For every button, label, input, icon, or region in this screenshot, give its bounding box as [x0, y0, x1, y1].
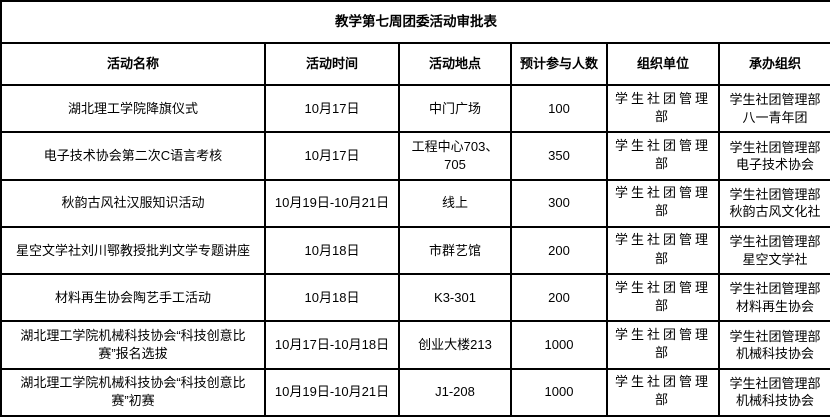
- cell-activity-name: 电子技术协会第二次C语言考核: [0, 131, 266, 181]
- host-line-2: 秋韵古风文化社: [729, 204, 821, 220]
- cell-activity-place: J1-208: [398, 367, 512, 417]
- cell-activity-name: 星空文学社刘川鄂教授批判文学专题讲座: [0, 225, 266, 276]
- cell-activity-name: 湖北理工学院机械科技协会“科技创意比赛”初赛: [0, 367, 266, 417]
- cell-activity-place: 创业大楼213: [398, 320, 512, 370]
- cell-host-org: 学生社团管理部 机械科技协会: [717, 320, 830, 370]
- cell-activity-place: 线上: [398, 178, 512, 228]
- host-line-2: 八一青年团: [742, 109, 808, 125]
- cell-organizing-unit: 学生社团管理部: [606, 320, 720, 370]
- cell-host-org: 学生社团管理部 八一青年团: [717, 84, 830, 134]
- cell-host-org: 学生社团管理部 秋韵古风文化社: [717, 178, 830, 228]
- cell-host-org: 学生社团管理部 机械科技协会: [717, 367, 830, 417]
- cell-activity-name: 材料再生协会陶艺手工活动: [0, 273, 266, 323]
- header-row: 活动名称 活动时间 活动地点 预计参与人数 组织单位 承办组织: [0, 42, 830, 87]
- cell-participant-count: 200: [510, 273, 608, 323]
- cell-activity-place: 中门广场: [398, 84, 512, 134]
- table-row: 电子技术协会第二次C语言考核 10月17日 工程中心703、705 350 学生…: [0, 131, 830, 181]
- cell-activity-time: 10月17日-10月18日: [264, 320, 400, 370]
- host-line-1: 学生社团管理部: [729, 281, 821, 297]
- cell-activity-place: K3-301: [398, 273, 512, 323]
- table-row: 材料再生协会陶艺手工活动 10月18日 K3-301 200 学生社团管理部 学…: [0, 273, 830, 323]
- cell-host-org: 学生社团管理部 星空文学社: [717, 225, 830, 276]
- host-line-1: 学生社团管理部: [729, 328, 821, 344]
- header-participant-count: 预计参与人数: [510, 42, 608, 87]
- page-title: 教学第七周团委活动审批表: [0, 0, 830, 45]
- header-activity-place: 活动地点: [398, 42, 512, 87]
- cell-participant-count: 1000: [510, 367, 608, 417]
- cell-participant-count: 300: [510, 178, 608, 228]
- cell-participant-count: 350: [510, 131, 608, 181]
- cell-host-org: 学生社团管理部 材料再生协会: [717, 273, 830, 323]
- host-line-1: 学生社团管理部: [729, 139, 821, 155]
- cell-activity-time: 10月19日-10月21日: [264, 367, 400, 417]
- host-line-1: 学生社团管理部: [729, 92, 821, 108]
- host-line-1: 学生社团管理部: [729, 375, 821, 391]
- cell-participant-count: 1000: [510, 320, 608, 370]
- cell-activity-name: 湖北理工学院机械科技协会“科技创意比赛”报名选拔: [0, 320, 266, 370]
- host-line-1: 学生社团管理部: [729, 186, 821, 202]
- cell-activity-time: 10月18日: [264, 273, 400, 323]
- header-host-org: 承办组织: [717, 42, 830, 87]
- header-activity-time: 活动时间: [264, 42, 400, 87]
- cell-activity-time: 10月17日: [264, 131, 400, 181]
- host-line-2: 机械科技协会: [736, 346, 815, 362]
- host-line-2: 电子技术协会: [736, 157, 815, 173]
- cell-organizing-unit: 学生社团管理部: [606, 84, 720, 134]
- cell-activity-time: 10月19日-10月21日: [264, 178, 400, 228]
- header-activity-name: 活动名称: [0, 42, 266, 87]
- table-row: 湖北理工学院机械科技协会“科技创意比赛”报名选拔 10月17日-10月18日 创…: [0, 320, 830, 370]
- cell-organizing-unit: 学生社团管理部: [606, 225, 720, 276]
- cell-activity-place: 工程中心703、705: [398, 131, 512, 181]
- cell-host-org: 学生社团管理部 电子技术协会: [717, 131, 830, 181]
- host-line-2: 材料再生协会: [736, 298, 815, 314]
- title-row: 教学第七周团委活动审批表: [0, 0, 830, 45]
- host-line-2: 星空文学社: [742, 251, 808, 267]
- cell-activity-time: 10月18日: [264, 225, 400, 276]
- table-row: 湖北理工学院机械科技协会“科技创意比赛”初赛 10月19日-10月21日 J1-…: [0, 367, 830, 417]
- cell-organizing-unit: 学生社团管理部: [606, 367, 720, 417]
- cell-organizing-unit: 学生社团管理部: [606, 178, 720, 228]
- table-row: 湖北理工学院降旗仪式 10月17日 中门广场 100 学生社团管理部 学生社团管…: [0, 84, 830, 134]
- cell-activity-time: 10月17日: [264, 84, 400, 134]
- cell-activity-place: 市群艺馆: [398, 225, 512, 276]
- cell-activity-name: 秋韵古风社汉服知识活动: [0, 178, 266, 228]
- cell-activity-name: 湖北理工学院降旗仪式: [0, 84, 266, 134]
- cell-organizing-unit: 学生社团管理部: [606, 131, 720, 181]
- table-row: 星空文学社刘川鄂教授批判文学专题讲座 10月18日 市群艺馆 200 学生社团管…: [0, 225, 830, 276]
- table-row: 秋韵古风社汉服知识活动 10月19日-10月21日 线上 300 学生社团管理部…: [0, 178, 830, 228]
- cell-organizing-unit: 学生社团管理部: [606, 273, 720, 323]
- host-line-1: 学生社团管理部: [729, 234, 821, 250]
- header-organizing-unit: 组织单位: [606, 42, 720, 87]
- host-line-2: 机械科技协会: [736, 393, 815, 409]
- cell-participant-count: 100: [510, 84, 608, 134]
- cell-participant-count: 200: [510, 225, 608, 276]
